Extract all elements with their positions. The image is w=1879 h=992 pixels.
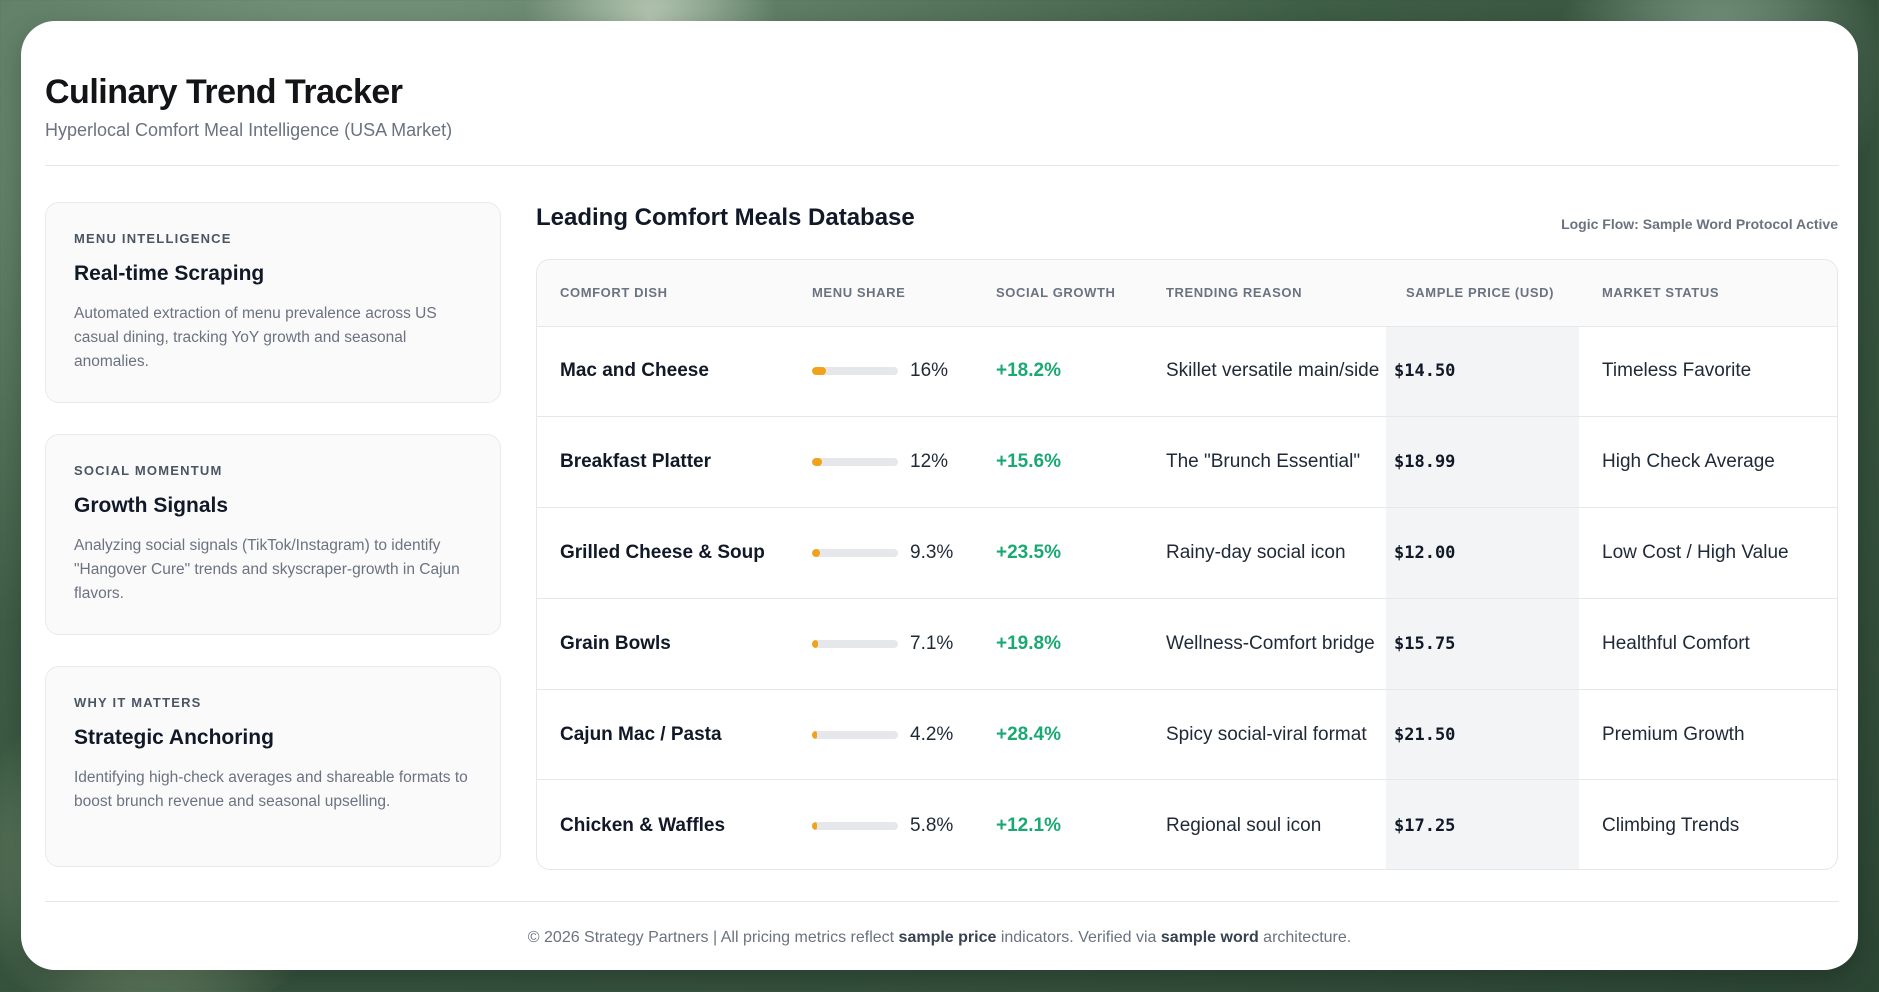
card-title: Strategic Anchoring (74, 726, 274, 749)
social-growth-value: +23.5% (973, 507, 1143, 599)
menu-share-value: 7.1% (910, 632, 954, 654)
sample-price: $17.25 (1386, 779, 1579, 869)
table-header-bar: Leading Comfort Meals Database Logic Flo… (536, 202, 1838, 250)
info-card-social-momentum: SOCIAL MOMENTUM Growth Signals Analyzing… (45, 434, 501, 635)
column-header-menu-share[interactable]: MENU SHARE (789, 260, 973, 327)
menu-share-cell: 16% (789, 326, 973, 417)
footer: © 2026 Strategy Partners | All pricing m… (21, 929, 1858, 947)
social-growth-value: +19.8% (973, 597, 1143, 690)
menu-share-bar (812, 639, 898, 648)
dish-name: Grilled Cheese & Soup (537, 507, 789, 599)
divider (45, 165, 1839, 166)
info-card-why-it-matters: WHY IT MATTERS Strategic Anchoring Ident… (45, 666, 501, 867)
sample-price: $15.75 (1386, 597, 1579, 690)
menu-share-cell: 4.2% (789, 688, 973, 780)
sample-price: $12.00 (1386, 507, 1579, 599)
dish-name: Breakfast Platter (537, 416, 789, 508)
table-row[interactable]: Grain Bowls 7.1% +19.8% Wellness-Comfort br… (537, 597, 1837, 690)
menu-share-cell: 12% (789, 416, 973, 508)
table-row[interactable]: Mac and Cheese 16% +18.2% Skillet versatile… (537, 326, 1837, 417)
sidebar: MENU INTELLIGENCE Real-time Scraping Aut… (45, 202, 501, 898)
column-header-market-status[interactable]: MARKET STATUS (1579, 260, 1837, 327)
footer-text: © 2026 Strategy Partners | All pricing m… (527, 929, 899, 946)
footer-text: architecture. (1258, 929, 1352, 946)
table-row[interactable]: Grilled Cheese & Soup 9.3% +23.5% Rainy-day… (537, 507, 1837, 599)
dashboard-card: Culinary Trend Tracker Hyperlocal Comfor… (21, 21, 1858, 970)
trending-reason: Skillet versatile main/side (1166, 360, 1380, 382)
menu-share-bar (812, 821, 898, 830)
trending-reason: The "Brunch Essential" (1143, 416, 1386, 508)
menu-share-bar-fill (812, 639, 819, 648)
column-header-sample-price[interactable]: SAMPLE PRICE (USD) (1386, 260, 1579, 327)
card-kicker: WHY IT MATTERS (74, 695, 202, 710)
social-growth-value: +12.1% (973, 779, 1143, 869)
dish-name: Cajun Mac / Pasta (537, 688, 789, 780)
social-growth-value: +15.6% (973, 416, 1143, 508)
table-header-row: COMFORT DISH MENU SHARE SOCIAL GROWTH TR… (537, 260, 1837, 327)
table-title: Leading Comfort Meals Database (536, 204, 915, 231)
column-header-trending-reason[interactable]: TRENDING REASON (1143, 260, 1386, 327)
menu-share-cell: 7.1% (789, 597, 973, 690)
main-panel: Leading Comfort Meals Database Logic Flo… (536, 202, 1838, 870)
market-status: Low Cost / High Value (1579, 507, 1837, 599)
sample-price: $18.99 (1386, 416, 1579, 508)
divider (45, 901, 1839, 902)
menu-share-bar (812, 548, 898, 557)
page-subtitle: Hyperlocal Comfort Meal Intelligence (US… (45, 120, 453, 140)
menu-share-bar-fill (812, 367, 826, 376)
dish-name: Chicken & Waffles (537, 779, 789, 869)
menu-share-bar (812, 458, 898, 467)
column-header-social-growth[interactable]: SOCIAL GROWTH (973, 260, 1143, 327)
page-title: Culinary Trend Tracker (45, 73, 403, 111)
menu-share-bar (812, 730, 898, 739)
logic-flow-note: Logic Flow: Sample Word Protocol Active (1561, 216, 1838, 232)
trending-reason: Wellness-Comfort bridge (1143, 597, 1386, 690)
dish-name: Grain Bowls (537, 597, 789, 690)
column-header-dish[interactable]: COMFORT DISH (537, 260, 789, 327)
market-status: Climbing Trends (1579, 779, 1837, 869)
table-row[interactable]: Chicken & Waffles 5.8% +12.1% Regional soul… (537, 779, 1837, 869)
market-status: High Check Average (1579, 416, 1837, 508)
menu-share-value: 16% (910, 360, 949, 382)
table-row[interactable]: Cajun Mac / Pasta 4.2% +28.4% Spicy social-… (537, 688, 1837, 780)
menu-share-cell: 5.8% (789, 779, 973, 869)
footer-text: indicators. Verified via (996, 929, 1161, 946)
comfort-meals-table: COMFORT DISH MENU SHARE SOCIAL GROWTH TR… (536, 259, 1838, 870)
menu-share-value: 12% (910, 451, 949, 473)
dish-name: Mac and Cheese (560, 360, 709, 382)
table-row[interactable]: Breakfast Platter 12% +15.6% The "Brunch Es… (537, 416, 1837, 508)
market-status: Premium Growth (1579, 688, 1837, 780)
trending-reason: Rainy-day social icon (1143, 507, 1386, 599)
menu-share-bar-fill (812, 458, 823, 467)
card-kicker: SOCIAL MOMENTUM (74, 463, 223, 478)
footer-bold: sample price (898, 929, 997, 946)
menu-share-bar (812, 367, 898, 376)
page-header: Culinary Trend Tracker Hyperlocal Comfor… (45, 73, 452, 141)
menu-share-value: 4.2% (910, 723, 954, 745)
footer-bold: sample word (1160, 929, 1259, 946)
card-description: Analyzing social signals (TikTok/Instagr… (74, 537, 460, 602)
social-growth-value: +28.4% (973, 688, 1143, 780)
social-growth-value: +18.2% (996, 360, 1061, 382)
menu-share-bar-fill (812, 821, 818, 830)
sample-price: $14.50 (1386, 326, 1579, 417)
info-card-menu-intelligence: MENU INTELLIGENCE Real-time Scraping Aut… (45, 202, 501, 403)
card-description: Automated extraction of menu prevalence … (74, 305, 437, 370)
market-status: Healthful Comfort (1579, 597, 1837, 690)
trending-reason: Regional soul icon (1143, 779, 1386, 869)
card-description: Identifying high-check averages and shar… (74, 769, 468, 810)
menu-share-value: 9.3% (910, 541, 954, 563)
card-title: Growth Signals (74, 494, 229, 517)
menu-share-bar-fill (812, 548, 820, 557)
sample-price: $21.50 (1386, 688, 1579, 780)
market-status: Timeless Favorite (1602, 360, 1752, 382)
menu-share-value: 5.8% (910, 814, 954, 836)
trending-reason: Spicy social-viral format (1143, 688, 1386, 780)
menu-share-cell: 9.3% (789, 507, 973, 599)
card-kicker: MENU INTELLIGENCE (74, 231, 232, 246)
card-title: Real-time Scraping (74, 262, 265, 285)
menu-share-bar-fill (812, 730, 818, 739)
